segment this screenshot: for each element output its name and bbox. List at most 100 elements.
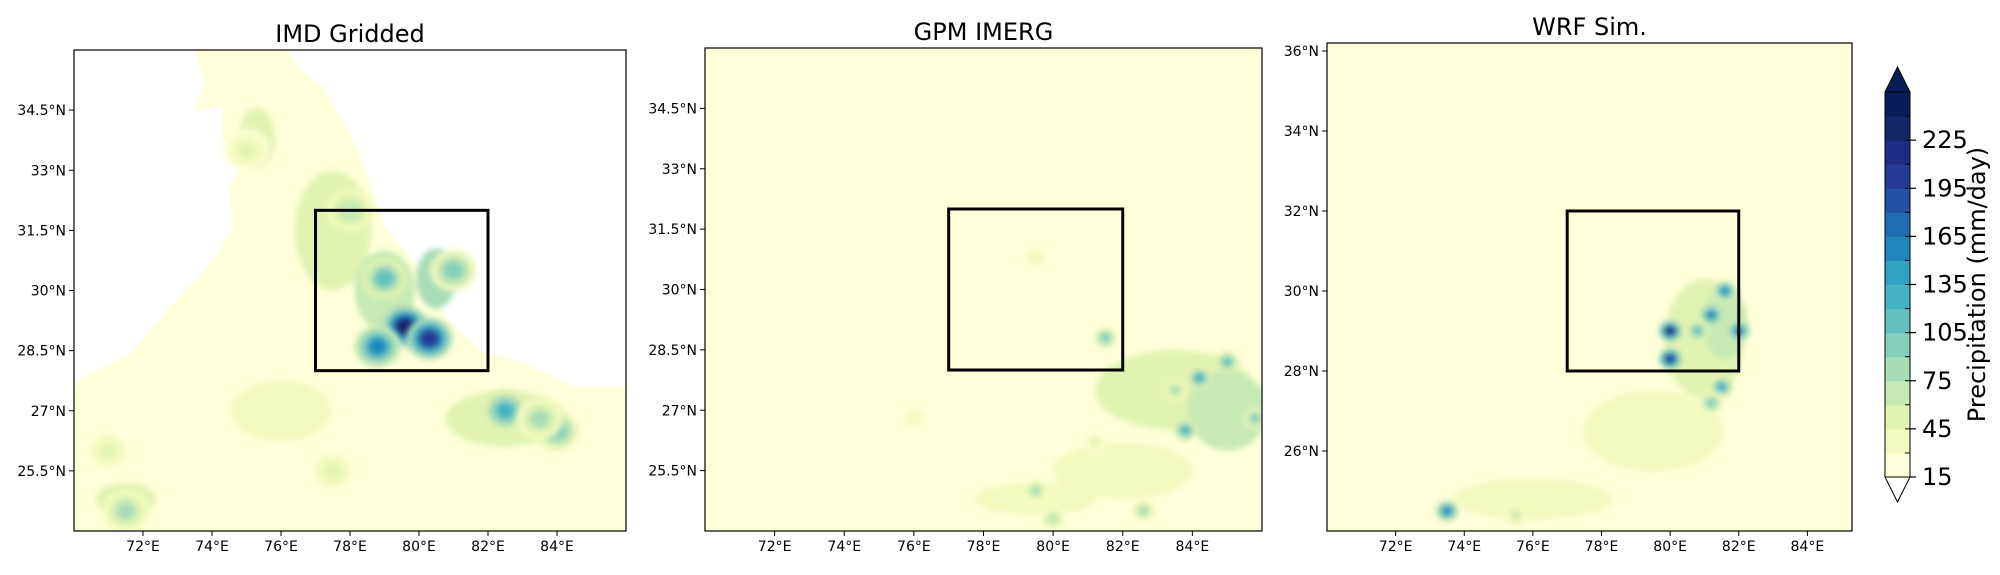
precip-hotspot [361, 257, 408, 300]
precip-hotspot-layer [237, 142, 256, 159]
precip-hotspot [1699, 392, 1723, 414]
map-panel-3: WRF Sim. 72°E 74°E 76°E 78°E 80°E 82°E 84°E 36°N… [1284, 13, 1853, 555]
precip-hotspot [1658, 320, 1682, 342]
precip-hotspot [1024, 246, 1048, 268]
colorbar-tick-label: 135 [1922, 271, 1968, 299]
x-tick-label: 80°E [1653, 539, 1687, 555]
colorbar-tick-label: 105 [1922, 319, 1968, 347]
y-tick-label: 33°N [662, 162, 697, 178]
x-tick-label: 74°E [195, 539, 229, 555]
precip-hotspot-layer [99, 442, 118, 459]
plot-frame [1326, 42, 1853, 532]
precip-hotspot-layer [1090, 438, 1100, 447]
precip-hotspot-layer [1031, 253, 1041, 262]
precip-hotspot [354, 325, 401, 368]
study-region-box [947, 207, 1125, 372]
y-tick-label: 26°N [1284, 444, 1319, 460]
colorbar-segment [1885, 404, 1910, 430]
x-tick-label: 72°E [126, 539, 160, 555]
y-tick-label: 25.5°N [648, 464, 697, 480]
x-tick-label: 74°E [1447, 539, 1481, 555]
precip-hotspot-layer [420, 330, 439, 347]
y-tick-label: 32°N [1284, 204, 1319, 220]
light-rain-zone [231, 380, 331, 441]
precip-hotspot-layer [1250, 414, 1260, 423]
precip-hotspot [85, 429, 132, 472]
colorbar-segment [1885, 212, 1910, 237]
y-tick-label: 30°N [1284, 284, 1319, 300]
colorbar-tick-label: 195 [1922, 174, 1968, 202]
precip-hotspot [1024, 480, 1048, 502]
colorbar-tick-label: 75 [1922, 367, 1953, 395]
precip-hotspot-layer [116, 502, 135, 519]
x-tick-label: 76°E [1516, 539, 1550, 555]
precip-hotspot [1658, 348, 1682, 370]
y-tick-label: 28°N [1284, 364, 1319, 380]
no-data-region-east [287, 50, 626, 387]
precip-hotspot [1083, 431, 1107, 453]
x-tick-label: 74°E [827, 539, 861, 555]
precip-hotspot-layer [1100, 333, 1110, 342]
precip-hotspot-layer [1194, 374, 1204, 383]
y-tick-label: 27°N [31, 404, 66, 420]
y-tick-label: 28.5°N [17, 344, 66, 360]
light-rain-zone [1452, 479, 1613, 519]
colorbar-segment [1885, 332, 1910, 358]
x-tick-label: 72°E [758, 539, 792, 555]
panel-title: GPM IMERG [914, 18, 1054, 46]
precip-hotspot-layer [323, 462, 342, 479]
precip-hotspot-layer [1720, 287, 1730, 295]
panel-title: WRF Sim. [1532, 13, 1647, 41]
precip-hotspot [1173, 419, 1197, 441]
colorbar-segment [1885, 116, 1910, 141]
precip-hotspot-layer [1170, 386, 1180, 395]
y-tick-label: 27°N [662, 403, 697, 419]
x-tick-label: 78°E [1585, 539, 1619, 555]
colorbar-segment [1885, 428, 1910, 454]
light-rain-zone [1582, 391, 1723, 471]
y-tick-label: 28.5°N [648, 343, 697, 359]
x-tick-label: 80°E [1036, 539, 1070, 555]
precip-hotspot-layer [1048, 514, 1058, 523]
precipitation-field [1435, 279, 1751, 526]
colorbar-segment [1885, 92, 1910, 117]
x-tick-label: 76°E [264, 539, 298, 555]
precipitation-field [74, 50, 626, 531]
precip-hotspot-layer [1139, 506, 1149, 515]
x-tick-label: 76°E [897, 539, 931, 555]
precip-hotspot-layer [1442, 507, 1452, 515]
precip-hotspot [1713, 280, 1737, 302]
precip-hotspot [309, 449, 356, 492]
precip-hotspot [1187, 367, 1211, 389]
y-tick-label: 31.5°N [648, 222, 697, 238]
colorbar-label: Precipitation (mm/day) [1963, 147, 1991, 422]
colorbar-extend-min [1884, 476, 1911, 504]
precipitation-field [902, 246, 1262, 530]
precip-hotspot-layer [1717, 383, 1727, 391]
x-tick-label: 72°E [1379, 539, 1413, 555]
light-rain-zones [95, 108, 566, 515]
colorbar-segment [1885, 380, 1910, 406]
precip-hotspot-layer [1706, 399, 1716, 407]
colorbar-segment [1885, 308, 1910, 334]
precip-hotspot-layer [1222, 357, 1232, 366]
map-background [1327, 43, 1852, 531]
light-rain-zone [1052, 442, 1193, 499]
x-tick-label: 82°E [471, 539, 505, 555]
precip-hotspot [223, 129, 270, 172]
x-tick-label: 78°E [333, 539, 367, 555]
precip-hotspot [902, 407, 926, 429]
precip-hotspot [1710, 376, 1734, 398]
colorbar-tick-label: 15 [1922, 463, 1953, 491]
precip-hotspot-layer [909, 414, 919, 423]
precip-hotspot-layer [1665, 355, 1675, 363]
precip-hotspot [1132, 500, 1156, 522]
precip-hotspot [1163, 379, 1187, 401]
precip-hotspot [406, 317, 453, 360]
x-tick-label: 80°E [402, 539, 436, 555]
x-tick-label: 84°E [540, 539, 574, 555]
y-tick-label: 36°N [1284, 44, 1319, 60]
y-tick-label: 31.5°N [17, 223, 66, 239]
colorbar-segment [1885, 164, 1910, 189]
precip-hotspot [1215, 351, 1239, 373]
